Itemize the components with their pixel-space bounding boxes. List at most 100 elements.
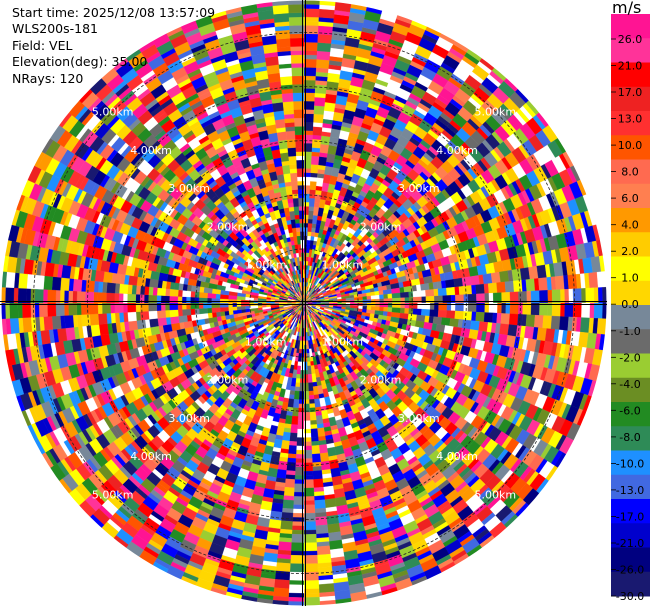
gate-cell bbox=[297, 412, 305, 421]
gate-cell bbox=[303, 412, 311, 421]
gate-cell bbox=[288, 597, 305, 602]
gate-cell bbox=[310, 176, 318, 182]
gate-cell bbox=[499, 270, 510, 283]
gate-cell bbox=[273, 587, 290, 598]
gate-cell bbox=[490, 271, 501, 284]
gate-cell bbox=[525, 278, 536, 292]
gate-cell bbox=[308, 394, 315, 400]
gate-cell bbox=[299, 378, 305, 384]
gate-cell bbox=[404, 302, 410, 309]
gate-cell bbox=[30, 288, 36, 304]
gate-cell bbox=[315, 516, 328, 526]
gate-cell bbox=[21, 302, 31, 318]
gate-cell bbox=[316, 50, 331, 61]
gate-cell bbox=[198, 307, 208, 315]
gate-cell bbox=[287, 445, 297, 455]
gate-cell bbox=[386, 311, 393, 317]
gate-cell bbox=[309, 403, 316, 409]
gate-cell bbox=[441, 317, 451, 327]
gate-cell bbox=[303, 41, 318, 52]
ray bbox=[303, 25, 442, 304]
gate-cell bbox=[306, 361, 311, 367]
gate-cell bbox=[303, 391, 310, 400]
gate-cell bbox=[437, 309, 448, 319]
gate-cell bbox=[306, 357, 311, 363]
gate-cell bbox=[324, 101, 336, 112]
gate-cell bbox=[551, 289, 561, 304]
gate-cell bbox=[318, 156, 328, 166]
gate-cell bbox=[504, 280, 515, 293]
gate-cell bbox=[309, 361, 315, 366]
gate-cell bbox=[290, 424, 298, 434]
gate-cell bbox=[177, 296, 183, 304]
gate-cell bbox=[593, 302, 603, 319]
gate-cell bbox=[307, 373, 313, 384]
gate-cell bbox=[157, 317, 167, 327]
gate-cell bbox=[327, 72, 341, 83]
gate-cell bbox=[387, 293, 393, 299]
gate-cell bbox=[51, 315, 62, 330]
gate-cell bbox=[288, 592, 305, 598]
gate-cell bbox=[190, 313, 201, 321]
gate-cell bbox=[275, 562, 291, 573]
gate-cell bbox=[461, 319, 472, 330]
gate-cell bbox=[280, 520, 293, 531]
gate-cell bbox=[370, 294, 380, 300]
gate-cell bbox=[299, 382, 305, 392]
gate-cell bbox=[190, 290, 196, 298]
gate-cell bbox=[449, 318, 460, 328]
gate-cell bbox=[519, 267, 531, 281]
gate-cell bbox=[374, 290, 380, 296]
gate-cell bbox=[219, 306, 229, 312]
gate-cell bbox=[311, 147, 321, 153]
gate-cell bbox=[270, 502, 284, 513]
gate-cell bbox=[291, 415, 299, 426]
gate-cell bbox=[198, 297, 208, 304]
gate-cell bbox=[379, 306, 385, 312]
gate-cell bbox=[224, 310, 230, 316]
gate-cell bbox=[499, 323, 510, 336]
gate-cell bbox=[190, 302, 200, 310]
gate-cell bbox=[326, 514, 340, 525]
gate-cell bbox=[89, 313, 100, 326]
gate-cell bbox=[169, 316, 180, 325]
gate-cell bbox=[318, 444, 328, 454]
gate-cell bbox=[310, 164, 319, 174]
gate-cell bbox=[194, 308, 200, 315]
gate-cell bbox=[169, 309, 179, 318]
gate-cell bbox=[391, 292, 401, 299]
gate-cell bbox=[261, 304, 267, 308]
gate-cell bbox=[244, 305, 250, 310]
gate-cell bbox=[400, 297, 406, 304]
gate-cell bbox=[318, 583, 335, 594]
gate-cell bbox=[446, 286, 456, 296]
gate-cell bbox=[287, 457, 297, 463]
gate-cell bbox=[311, 143, 321, 149]
gate-cell bbox=[287, 453, 297, 459]
gate-cell bbox=[378, 290, 384, 296]
gate-cell bbox=[421, 309, 431, 317]
gate-cell bbox=[311, 440, 320, 447]
gate-cell bbox=[181, 308, 192, 316]
gate-cell bbox=[144, 286, 150, 296]
gate-cell bbox=[17, 302, 23, 319]
gate-cell bbox=[382, 311, 388, 317]
gate-cell bbox=[286, 461, 296, 472]
gate-cell bbox=[417, 302, 422, 310]
gate-cell bbox=[315, 415, 324, 425]
gate-cell bbox=[568, 288, 574, 304]
gate-cell bbox=[303, 563, 319, 573]
gate-cell bbox=[392, 302, 401, 309]
gate-cell bbox=[177, 289, 183, 297]
gate-cell bbox=[383, 298, 393, 304]
gate-cell bbox=[303, 592, 320, 598]
gate-cell bbox=[454, 310, 464, 320]
gate-cell bbox=[5, 302, 10, 319]
gate-cell bbox=[283, 486, 295, 497]
gate-cell bbox=[317, 427, 326, 438]
gate-cell bbox=[443, 271, 454, 281]
gate-cell bbox=[307, 231, 312, 237]
gate-cell bbox=[34, 274, 45, 290]
gate-cell bbox=[42, 289, 48, 304]
gate-cell bbox=[98, 323, 109, 336]
